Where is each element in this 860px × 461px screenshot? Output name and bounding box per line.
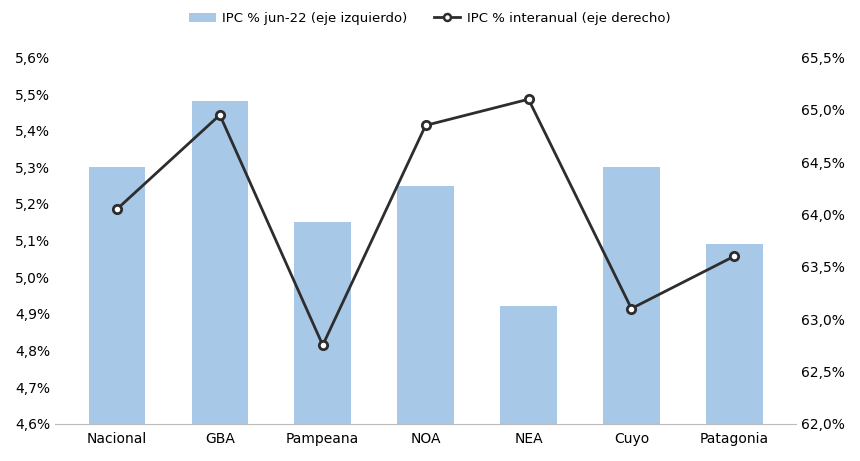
Bar [706,244,763,424]
IPC % interanual (eje derecho) [215,112,225,118]
IPC % interanual (eje derecho) [317,343,328,348]
IPC % interanual (eje derecho) [524,96,534,102]
Bar [501,307,556,424]
IPC % interanual (eje derecho) [626,306,636,311]
IPC % interanual (eje derecho) [421,123,431,128]
Bar [294,222,351,424]
Bar [192,101,249,424]
IPC % interanual (eje derecho) [112,207,122,212]
Bar [603,167,660,424]
IPC % interanual (eje derecho) [729,254,740,259]
Bar [397,186,454,424]
Bar [89,167,145,424]
Legend: IPC % jun-22 (eje izquierdo), IPC % interanual (eje derecho): IPC % jun-22 (eje izquierdo), IPC % inte… [184,6,676,30]
Line: IPC % interanual (eje derecho): IPC % interanual (eje derecho) [113,95,739,349]
